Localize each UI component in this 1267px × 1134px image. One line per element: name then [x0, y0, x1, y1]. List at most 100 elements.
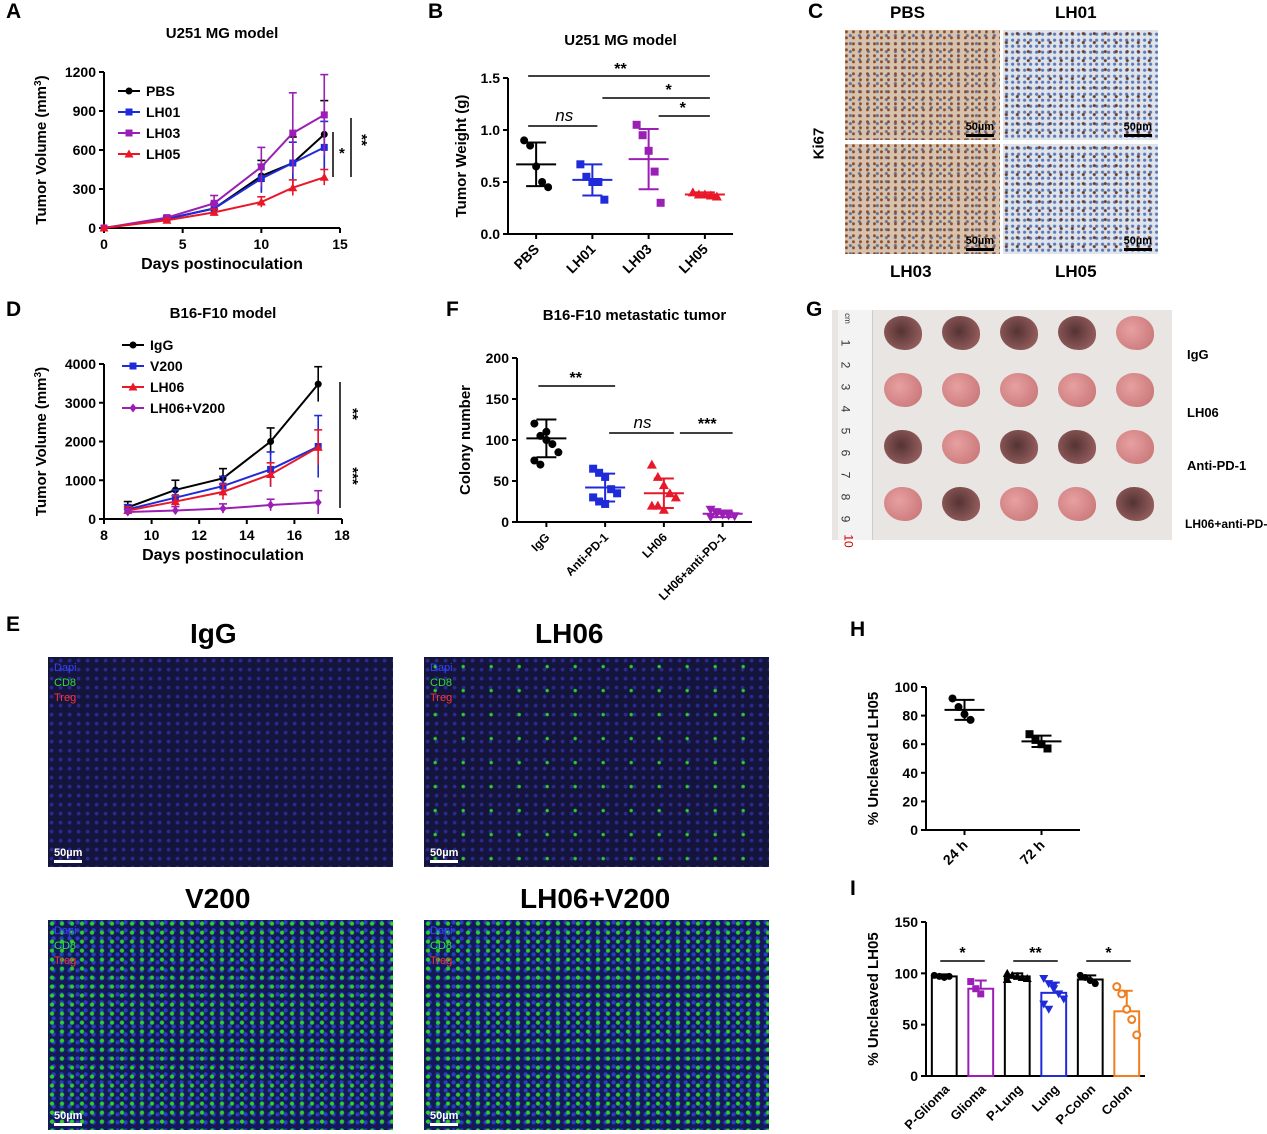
ruler-mark: 2 — [838, 361, 853, 369]
data-point — [1044, 980, 1054, 989]
series-line — [103, 114, 325, 229]
data-point — [945, 972, 953, 980]
legend-label: V200 — [150, 358, 183, 374]
ruler-mark: 3 — [838, 383, 853, 391]
x-tick-label: 12 — [191, 527, 207, 543]
chart-f: B16-F10 metastatic tumor 0 50 100 150 200 Colo… — [457, 307, 752, 603]
x-tick-label: IgG — [528, 530, 552, 554]
ruler-mark: 10 — [841, 534, 856, 548]
data-point — [314, 497, 322, 507]
panel-i-label: I — [850, 877, 856, 900]
row-igg: IgG — [1187, 347, 1209, 362]
data-point — [1002, 968, 1012, 977]
data-point — [600, 195, 609, 204]
legend-marker — [129, 362, 137, 370]
channel-dapi: Dapi — [430, 925, 453, 937]
channel-treg: Treg — [430, 955, 453, 967]
fluo-title-lh06: LH06 — [535, 618, 604, 649]
sig-label: ** — [1029, 945, 1042, 962]
ihc-lh01: 50µm — [1003, 30, 1158, 140]
data-point — [1002, 974, 1012, 983]
panel-g-label: G — [806, 298, 823, 321]
x-tick-label: Lung — [1029, 1081, 1062, 1114]
legend-label: LH05 — [146, 146, 180, 162]
x-tick-label: Anti-PD-1 — [563, 530, 612, 579]
x-tick-label: LH06 — [639, 530, 670, 561]
legend-marker — [129, 341, 137, 349]
data-point — [1039, 1000, 1049, 1009]
fluo-lh06: Dapi CD8 Treg 50µm — [424, 657, 769, 867]
data-point — [1031, 735, 1040, 744]
data-point — [170, 497, 180, 506]
sig-label: * — [680, 100, 687, 117]
channel-cd8: CD8 — [54, 677, 77, 689]
series-line — [103, 176, 325, 229]
data-point — [601, 472, 610, 481]
lung-specimen — [1058, 487, 1096, 521]
channel-cd8: CD8 — [430, 677, 453, 689]
fluo-title-combo: LH06+V200 — [520, 883, 671, 914]
data-point — [171, 505, 179, 515]
data-point — [1117, 989, 1127, 999]
data-point — [646, 459, 657, 469]
lung-specimen — [942, 430, 980, 464]
data-point — [664, 488, 675, 498]
chart-b: U251 MG model 0.0 0.5 1.0 1.5 Tumor Weight (g… — [453, 32, 733, 277]
lung-specimen — [884, 487, 922, 521]
data-point — [1037, 740, 1046, 749]
channel-cd8: CD8 — [54, 940, 77, 952]
y-tick-label: 100 — [895, 965, 919, 981]
y-tick-label: 150 — [486, 391, 510, 407]
y-axis-label: Tumor Volume (mm3) — [33, 367, 51, 516]
data-point — [124, 507, 132, 517]
y-tick-label: 0 — [910, 1068, 918, 1084]
sig-label: ** — [614, 61, 627, 78]
y-axis-label: Colony number — [457, 385, 474, 495]
y-tick-label: 0 — [501, 514, 509, 530]
x-tick-label: LH01 — [563, 241, 599, 277]
data-point — [219, 504, 227, 514]
ihc-side-ki67: Ki67 — [810, 127, 828, 160]
x-tick-label: 5 — [179, 236, 187, 252]
data-point — [289, 129, 297, 137]
data-point — [670, 492, 681, 502]
channel-dapi: Dapi — [54, 662, 77, 674]
ruler-mark: 8 — [838, 493, 853, 501]
y-tick-label: 1200 — [65, 64, 96, 80]
data-point — [1049, 982, 1059, 991]
data-point — [320, 111, 328, 119]
data-point — [314, 380, 322, 388]
legend-marker — [124, 149, 134, 158]
legend-label: LH03 — [146, 125, 180, 141]
scale-label: 50µm — [965, 235, 994, 247]
data-point — [638, 131, 647, 140]
x-tick-label: 15 — [332, 236, 348, 252]
y-tick-label: 100 — [486, 432, 510, 448]
row-combo: LH06+anti-PD-1 — [1185, 517, 1267, 531]
data-point — [967, 978, 975, 986]
bar — [930, 975, 958, 1077]
x-axis-label: Days postinoculation — [141, 256, 303, 273]
data-point — [530, 419, 539, 428]
lung-specimen — [884, 316, 922, 350]
data-point — [542, 436, 551, 444]
x-tick-label: LH05 — [675, 241, 711, 277]
legend-label: LH06 — [150, 379, 184, 395]
fluo-title-v200: V200 — [185, 883, 251, 914]
y-tick-label: 50 — [493, 473, 509, 489]
data-point — [526, 141, 535, 150]
data-point — [650, 167, 659, 176]
scale-label: 50µm — [54, 1110, 83, 1122]
channel-legend: Dapi CD8 Treg — [54, 661, 77, 706]
data-point — [1127, 1015, 1137, 1025]
fluo-igg: Dapi CD8 Treg 50µm — [48, 657, 393, 867]
data-point — [589, 464, 598, 473]
data-point — [607, 485, 616, 494]
x-tick-label: P-Lung — [983, 1081, 1025, 1123]
legend-marker — [125, 129, 133, 137]
scale-label: 50µm — [430, 847, 459, 859]
scale-label: 50µm — [430, 1110, 459, 1122]
data-point — [218, 487, 228, 496]
legend-marker — [129, 403, 137, 413]
